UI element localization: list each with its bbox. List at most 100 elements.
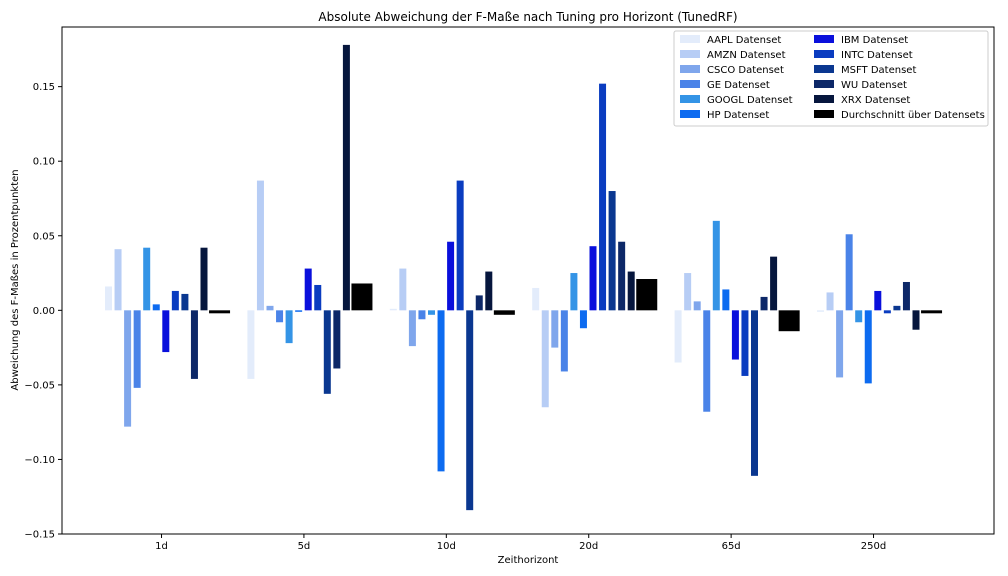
bar: [200, 247, 208, 311]
bar: [493, 310, 515, 315]
bar: [703, 310, 711, 412]
legend-swatch: [814, 35, 834, 43]
y-tick-label: −0.10: [24, 455, 55, 466]
y-tick-label: 0.00: [33, 306, 55, 317]
x-tick-label: 65d: [722, 541, 741, 552]
y-tick-label: 0.15: [33, 82, 55, 93]
plot-frame: [61, 26, 995, 535]
y-axis-label: Abweichung des F-Maßes in Prozentpunkten: [10, 169, 21, 390]
bar: [731, 310, 739, 360]
chart-title: Absolute Abweichung der F-Maße nach Tuni…: [318, 10, 737, 24]
x-axis: 1d 5d 10d 20d 65d 250d: [155, 534, 886, 552]
x-axis-label: Zeithorizont: [498, 555, 559, 566]
bar: [256, 180, 264, 311]
bar: [674, 310, 682, 363]
x-tick-label: 1d: [155, 541, 168, 552]
bar: [466, 310, 474, 511]
legend-label: XRX Datenset: [841, 95, 910, 106]
legend-swatch: [680, 110, 700, 118]
bar: [760, 296, 768, 311]
y-tick-label: −0.05: [24, 380, 55, 391]
bar: [114, 249, 122, 311]
bars: [105, 44, 943, 511]
bar: [551, 310, 559, 348]
bar: [437, 310, 445, 472]
y-tick-label: −0.15: [24, 530, 55, 541]
bar: [693, 301, 701, 311]
bar: [190, 310, 198, 379]
legend: AAPL Datenset AMZN Datenset CSCO Datenset G…: [673, 30, 989, 127]
bar: [399, 268, 407, 311]
bar: [285, 310, 293, 344]
bar: [712, 220, 720, 311]
legend-swatch: [680, 50, 700, 58]
bar: [351, 283, 373, 311]
bar: [124, 310, 132, 427]
bar: [304, 268, 312, 311]
bar: [181, 293, 189, 311]
legend-label: INTC Datenset: [841, 50, 913, 61]
bar: [485, 271, 493, 311]
legend-label: MSFT Datenset: [841, 65, 916, 76]
legend-swatch: [814, 50, 834, 58]
legend-frame: [673, 30, 989, 127]
bar: [836, 310, 844, 378]
plot-area: −0.15 −0.10 −0.05 0.00 0.05 0.10 0.15 1d 5d 10d 2…: [24, 26, 995, 552]
bar: [560, 310, 568, 372]
bar: [408, 310, 416, 347]
bar: [902, 281, 910, 311]
bar: [627, 271, 635, 311]
bar: [589, 246, 597, 311]
legend-label: IBM Datenset: [841, 35, 908, 46]
legend-label: CSCO Datenset: [707, 65, 784, 76]
legend-label: Durchschnitt über Datensets: [841, 110, 985, 121]
legend-swatch: [814, 110, 834, 118]
bar: [912, 310, 920, 330]
bar: [770, 256, 778, 311]
bar: [447, 241, 455, 311]
bar: [579, 310, 587, 329]
bar: [133, 310, 141, 388]
x-tick-label: 10d: [437, 541, 456, 552]
legend-swatch: [814, 95, 834, 103]
bar: [162, 310, 170, 353]
legend-label: GOOGL Datenset: [707, 95, 793, 106]
bar: [541, 310, 549, 408]
bar: [171, 290, 179, 311]
bar: [751, 310, 758, 476]
bar: [826, 292, 834, 311]
bar: [143, 247, 151, 311]
bar: [817, 310, 824, 312]
legend-label: HP Datenset: [707, 110, 769, 121]
legend-label: WU Datenset: [841, 80, 907, 91]
bar: [599, 83, 607, 311]
bar: [684, 273, 692, 311]
bar: [741, 310, 749, 376]
x-tick-label: 20d: [579, 541, 598, 552]
bar: [864, 310, 872, 384]
bar: [475, 295, 483, 311]
legend-swatch: [680, 80, 700, 88]
bar: [636, 279, 658, 311]
legend-swatch: [680, 65, 700, 73]
legend-swatch: [814, 80, 834, 88]
legend-label: AMZN Datenset: [707, 50, 786, 61]
bar: [323, 310, 331, 394]
bar: [778, 310, 800, 332]
bar: [845, 234, 853, 311]
bar: [855, 310, 863, 323]
y-tick-label: 0.05: [33, 231, 55, 242]
bar: [266, 305, 274, 311]
y-tick-label: 0.10: [33, 157, 55, 168]
x-tick-label: 5d: [298, 541, 311, 552]
bar: [342, 44, 350, 311]
legend-swatch: [814, 65, 834, 73]
bar: [247, 310, 255, 379]
bar: [874, 290, 882, 311]
bar: [921, 310, 943, 314]
legend-swatch: [680, 35, 700, 43]
x-tick-label: 250d: [861, 541, 886, 552]
bar: [295, 310, 303, 312]
bar: [389, 308, 397, 311]
